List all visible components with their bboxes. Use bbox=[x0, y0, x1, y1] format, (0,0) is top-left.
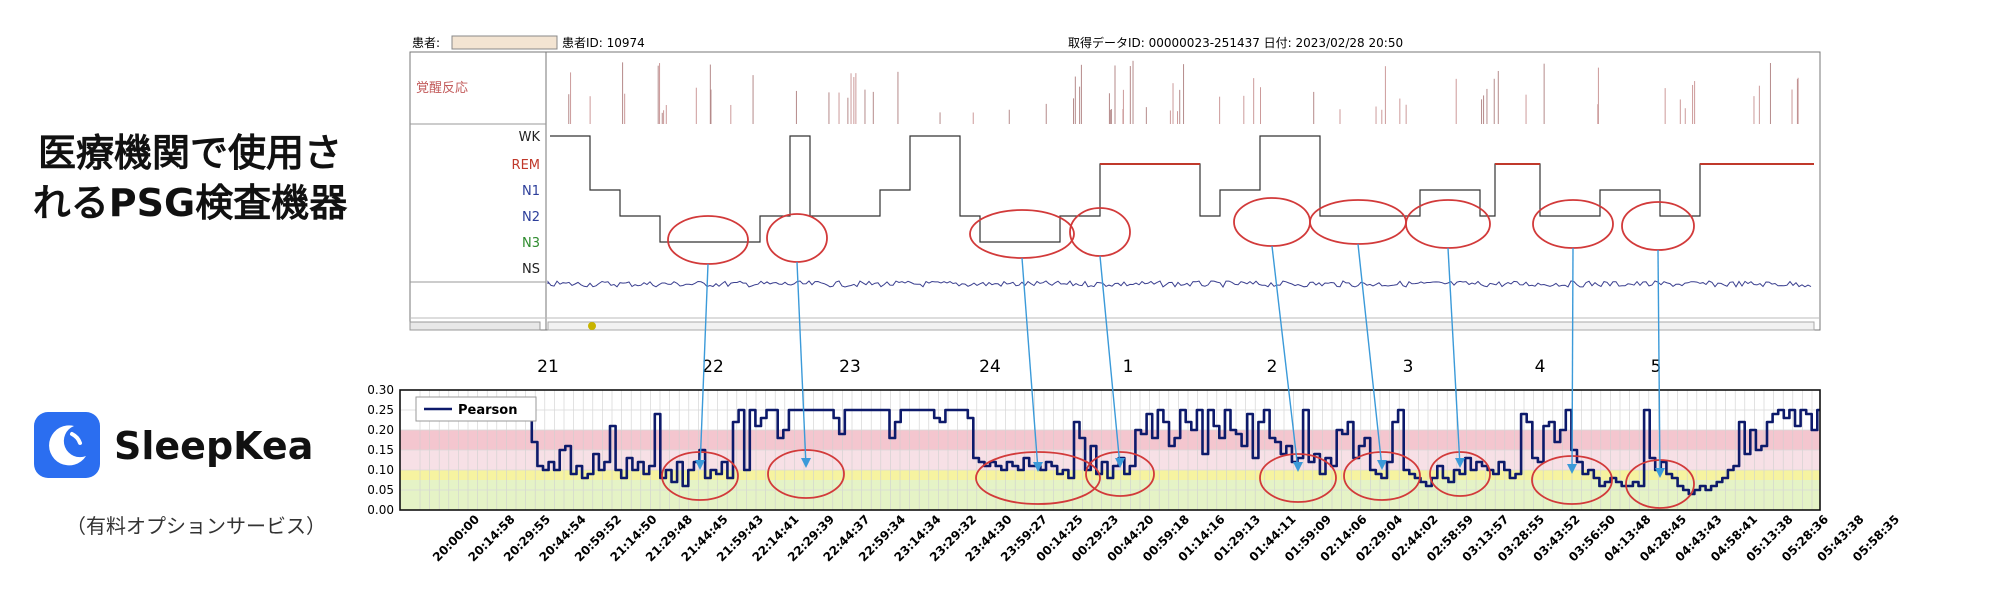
link-arrow bbox=[1099, 255, 1121, 467]
pearson-highlight-ellipse bbox=[767, 449, 845, 499]
arrow-head-icon bbox=[1655, 468, 1665, 478]
arrow-head-icon bbox=[1115, 458, 1125, 468]
arrow-head-icon bbox=[1455, 458, 1465, 468]
y-tick-label: 0.25 bbox=[367, 403, 394, 417]
hour-label: 1 bbox=[1123, 357, 1134, 377]
link-arrow bbox=[796, 261, 807, 467]
comparison-annotations bbox=[661, 197, 1695, 509]
arousal-label: 覚醒反応 bbox=[416, 81, 468, 96]
arrow-head-icon bbox=[1567, 464, 1577, 474]
legend-label: Pearson bbox=[458, 403, 517, 418]
left-title: 医療機関で使用さ れるPSG検査機器 bbox=[30, 128, 350, 228]
x-axis-ticks: 20:00:0020:14:5820:29:5520:44:5420:59:52… bbox=[430, 512, 1902, 564]
ns-trace bbox=[547, 280, 1812, 288]
arrow-head-icon bbox=[1377, 460, 1387, 470]
hour-label: 5 bbox=[1651, 357, 1662, 377]
arrow-head-icon bbox=[1293, 462, 1303, 472]
y-tick-label: 0.20 bbox=[367, 423, 394, 437]
arrow-head-icon bbox=[1033, 462, 1043, 472]
psg-panel: 患者: 患者ID: 10974 取得データID: 00000023-251437… bbox=[409, 35, 1821, 331]
timeline-scrollbar[interactable] bbox=[547, 321, 1815, 331]
threshold-band bbox=[400, 430, 1820, 450]
left-title-line1: 医療機関で使用さ bbox=[37, 131, 342, 175]
link-arrow bbox=[1447, 247, 1461, 467]
y-tick-label: 0.00 bbox=[367, 503, 394, 517]
patient-label: 患者: bbox=[412, 36, 440, 50]
plot-frame bbox=[399, 389, 1821, 511]
arousal-marks bbox=[568, 60, 1799, 124]
left-title-line2: れるPSG検査機器 bbox=[32, 181, 348, 225]
stage-label-wk: WK bbox=[519, 130, 541, 145]
pearson-highlight-ellipse bbox=[1343, 451, 1421, 501]
hour-label: 24 bbox=[979, 357, 1001, 377]
y-tick-label: 0.30 bbox=[367, 383, 394, 397]
hour-label: 3 bbox=[1403, 357, 1414, 377]
stage-label-n3: N3 bbox=[522, 236, 540, 251]
link-arrow bbox=[1021, 257, 1039, 471]
data-id: 取得データID: 00000023-251437 日付: 2023/02/28 … bbox=[1068, 35, 1403, 50]
channel-selector[interactable] bbox=[409, 321, 541, 331]
link-arrow bbox=[1357, 243, 1383, 469]
y-tick-label: 0.15 bbox=[367, 443, 394, 457]
link-arrow bbox=[1271, 245, 1299, 471]
pearson-highlight-ellipse bbox=[1429, 451, 1491, 497]
pearson-chart: 0.00 0.05 0.10 0.15 0.20 0.25 0.30 Pearson 20:… bbox=[367, 383, 1902, 564]
link-arrow bbox=[1657, 249, 1661, 477]
pearson-highlight-ellipse bbox=[975, 451, 1101, 505]
series-pearson bbox=[420, 408, 1820, 496]
stage-labels: WK REM N1 N2 N3 NS bbox=[512, 130, 541, 277]
hour-label: 22 bbox=[702, 357, 724, 377]
stage-label-ns: NS bbox=[522, 262, 540, 277]
y-tick-label: 0.05 bbox=[367, 483, 394, 497]
stage-label-rem: REM bbox=[512, 158, 540, 173]
hour-labels: 21 22 23 24 1 2 3 4 5 bbox=[537, 357, 1661, 377]
pearson-highlight-ellipse bbox=[1259, 453, 1337, 503]
pearson-highlight-ellipse bbox=[1085, 451, 1155, 497]
brand-name: SleepKea bbox=[114, 424, 314, 468]
link-arrow bbox=[699, 263, 709, 469]
hypnogram-line bbox=[550, 135, 1814, 243]
timeline-cursor-icon[interactable] bbox=[588, 322, 596, 330]
patient-id: 患者ID: 10974 bbox=[562, 36, 645, 50]
hour-label: 4 bbox=[1535, 357, 1546, 377]
patient-name-field bbox=[451, 35, 558, 50]
arrow-head-icon bbox=[801, 458, 811, 468]
moon-icon-svg bbox=[49, 425, 86, 466]
hour-label: 2 bbox=[1267, 357, 1278, 377]
service-note: （有料オプションサービス） bbox=[66, 514, 326, 538]
link-arrow bbox=[1571, 247, 1574, 473]
hour-label: 21 bbox=[537, 357, 559, 377]
moon-icon bbox=[34, 412, 100, 478]
threshold-band bbox=[400, 470, 1820, 480]
stage-label-n2: N2 bbox=[522, 210, 540, 225]
hour-label: 23 bbox=[839, 357, 861, 377]
stage-label-n1: N1 bbox=[522, 184, 540, 199]
y-tick-label: 0.10 bbox=[367, 463, 394, 477]
psg-highlight-ellipse bbox=[1069, 207, 1131, 257]
arrow-head-icon bbox=[695, 460, 705, 470]
